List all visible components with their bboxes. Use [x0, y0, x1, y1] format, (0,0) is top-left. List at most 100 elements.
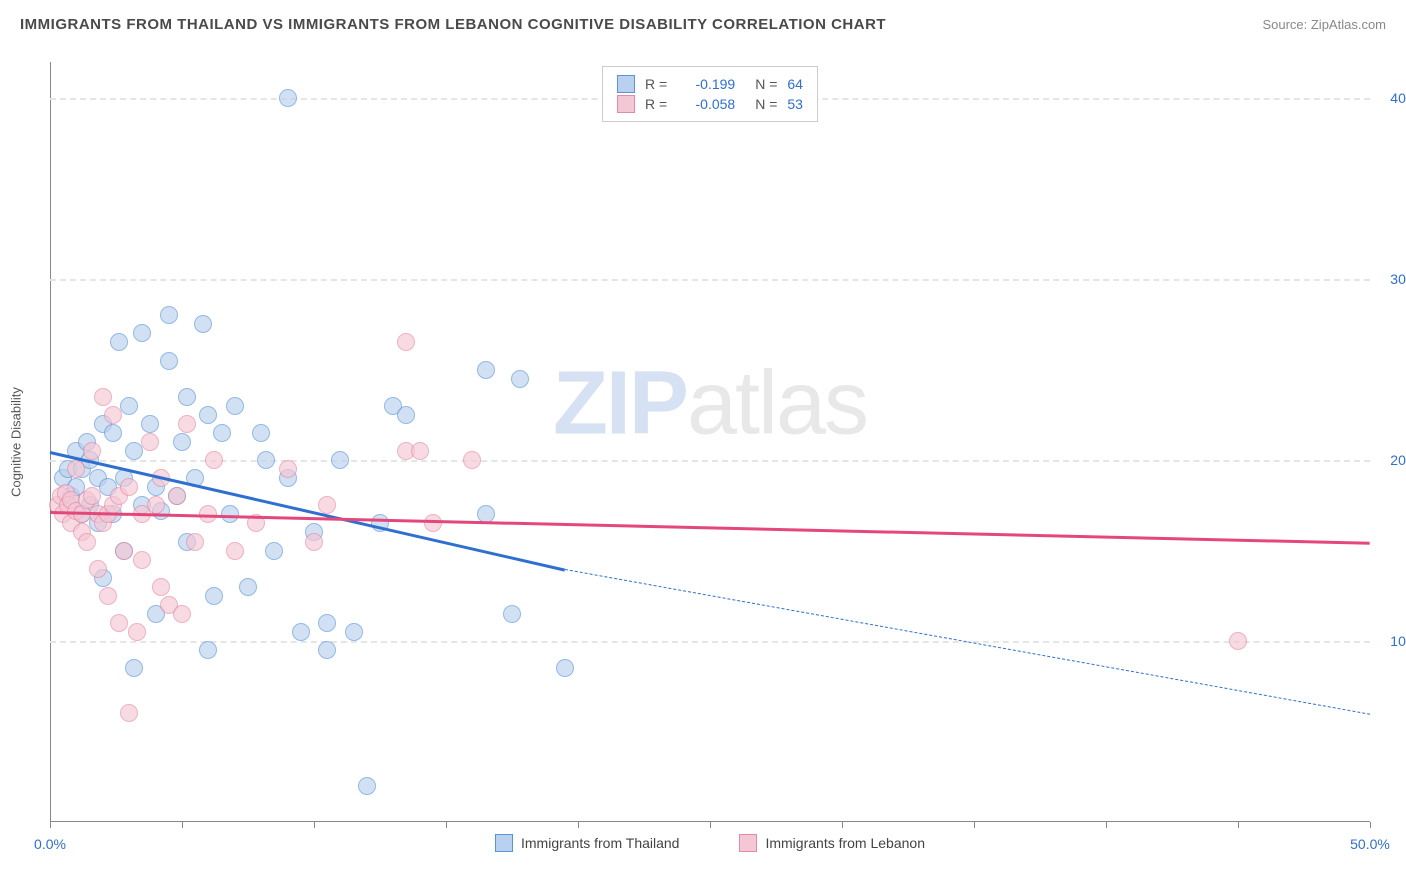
x-tick [974, 822, 975, 828]
y-axis [50, 62, 51, 822]
gridline [50, 460, 1370, 462]
y-tick-label: 40.0% [1390, 90, 1406, 106]
data-point [205, 587, 223, 605]
data-point [99, 587, 117, 605]
data-point [305, 533, 323, 551]
data-point [199, 641, 217, 659]
data-point [477, 361, 495, 379]
data-point [141, 433, 159, 451]
data-point [110, 614, 128, 632]
data-point [115, 542, 133, 560]
data-point [186, 533, 204, 551]
legend-swatch [739, 834, 757, 852]
data-point [133, 324, 151, 342]
series-name: Immigrants from Thailand [521, 835, 679, 851]
data-point [141, 415, 159, 433]
data-point [205, 451, 223, 469]
data-point [133, 551, 151, 569]
x-tick-label: 50.0% [1350, 836, 1390, 852]
plot-area: Cognitive Disability ZIPatlas R =-0.199N… [50, 62, 1370, 822]
data-point [110, 333, 128, 351]
r-value: -0.058 [677, 96, 735, 112]
legend-row: R =-0.199N =64 [617, 75, 803, 93]
data-point [178, 388, 196, 406]
x-tick [446, 822, 447, 828]
data-point [265, 542, 283, 560]
data-point [556, 659, 574, 677]
data-point [104, 424, 122, 442]
legend-swatch [617, 95, 635, 113]
data-point [1229, 632, 1247, 650]
data-point [239, 578, 257, 596]
data-point [257, 451, 275, 469]
data-point [358, 777, 376, 795]
y-axis-label: Cognitive Disability [9, 387, 24, 497]
data-point [252, 424, 270, 442]
chart-header: IMMIGRANTS FROM THAILAND VS IMMIGRANTS F… [0, 0, 1406, 41]
x-tick [1370, 822, 1371, 828]
data-point [173, 433, 191, 451]
data-point [120, 397, 138, 415]
data-point [411, 442, 429, 460]
data-point [318, 641, 336, 659]
chart-area: Cognitive Disability ZIPatlas R =-0.199N… [50, 62, 1370, 822]
chart-title: IMMIGRANTS FROM THAILAND VS IMMIGRANTS F… [20, 16, 886, 33]
x-tick-label: 0.0% [34, 836, 66, 852]
data-point [78, 533, 96, 551]
data-point [397, 406, 415, 424]
legend-swatch [495, 834, 513, 852]
data-point [424, 514, 442, 532]
data-point [463, 451, 481, 469]
source-label: Source: ZipAtlas.com [1262, 17, 1386, 32]
n-label: N = [755, 76, 777, 92]
data-point [120, 478, 138, 496]
n-label: N = [755, 96, 777, 112]
data-point [147, 496, 165, 514]
data-point [160, 306, 178, 324]
gridline [50, 641, 1370, 643]
legend-row: R = -0.058 N = 53 [617, 95, 803, 113]
y-tick-label: 10.0% [1390, 633, 1406, 649]
data-point [331, 451, 349, 469]
data-point [160, 352, 178, 370]
x-tick [1106, 822, 1107, 828]
data-point [67, 460, 85, 478]
series-name: Immigrants from Lebanon [765, 835, 925, 851]
n-value: 53 [787, 96, 803, 112]
r-label: R = [645, 76, 667, 92]
r-label: R = [645, 96, 667, 112]
data-point [168, 487, 186, 505]
x-tick [314, 822, 315, 828]
data-point [226, 542, 244, 560]
r-value: -0.199 [677, 76, 735, 92]
data-point [279, 89, 297, 107]
data-point [178, 415, 196, 433]
data-point [213, 424, 231, 442]
data-point [503, 605, 521, 623]
series-legend-item: Immigrants from Lebanon [739, 834, 925, 852]
x-tick [50, 822, 51, 828]
series-legend-item: Immigrants from Thailand [495, 834, 679, 852]
correlation-legend: R =-0.199N =64R =-0.058N =53 [602, 66, 818, 122]
data-point [226, 397, 244, 415]
series-legend: Immigrants from Thailand Immigrants from … [495, 834, 925, 852]
x-tick [710, 822, 711, 828]
data-point [194, 315, 212, 333]
x-tick [182, 822, 183, 828]
y-tick-label: 30.0% [1390, 271, 1406, 287]
data-point [173, 605, 191, 623]
data-point [318, 496, 336, 514]
x-tick [578, 822, 579, 828]
data-point [292, 623, 310, 641]
data-point [199, 406, 217, 424]
data-point [94, 388, 112, 406]
data-point [345, 623, 363, 641]
x-tick [842, 822, 843, 828]
data-point [128, 623, 146, 641]
legend-swatch [617, 75, 635, 93]
data-point [318, 614, 336, 632]
data-point [125, 659, 143, 677]
data-point [152, 578, 170, 596]
data-point [397, 333, 415, 351]
data-point [120, 704, 138, 722]
